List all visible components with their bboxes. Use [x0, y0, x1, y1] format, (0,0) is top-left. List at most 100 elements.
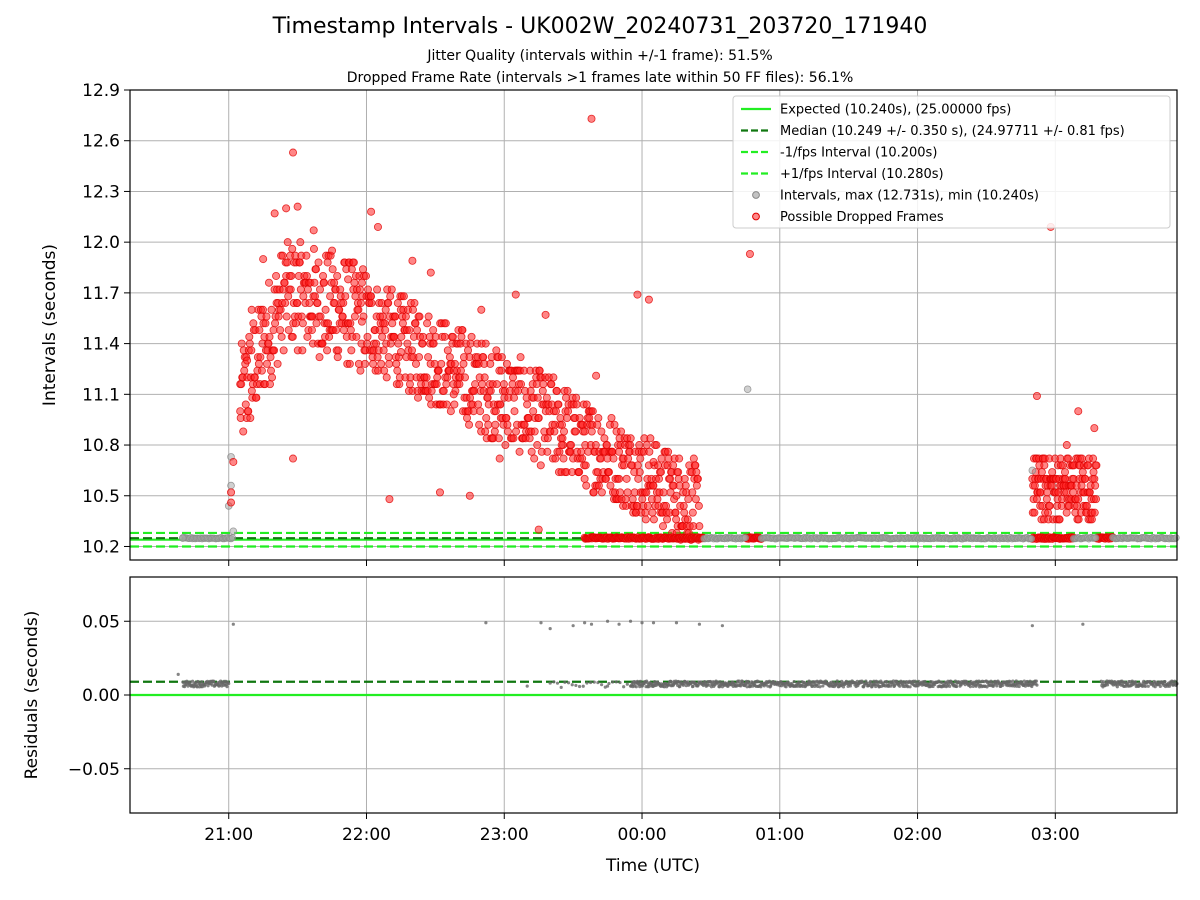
legend-entry-label: Possible Dropped Frames: [780, 210, 944, 225]
dropped-frame-point: [418, 339, 427, 348]
dropped-frame-point: [496, 400, 505, 409]
residual-point: [1035, 683, 1039, 687]
dropped-frame-point: [1090, 474, 1099, 483]
dropped-frame-point: [311, 265, 320, 274]
residual-point: [865, 681, 869, 685]
residual-point: [662, 685, 667, 689]
dropped-frame-point: [401, 312, 410, 321]
dropped-frame-point: [280, 278, 289, 287]
dropped-frame-point: [688, 508, 697, 517]
dropped-frame-point: [455, 380, 464, 389]
dropped-frame-point: [352, 332, 361, 341]
dropped-frame-point: [293, 202, 302, 211]
dropped-frame-point: [633, 290, 642, 299]
dropped-frame-point: [333, 353, 342, 362]
dropped-frame-point: [1084, 461, 1093, 470]
dropped-frame-point: [1077, 454, 1086, 463]
dropped-frame-point: [422, 373, 431, 382]
dropped-frame-point: [431, 332, 440, 341]
dropped-frame-point: [274, 312, 283, 321]
dropped-frame-point: [692, 468, 701, 477]
residual-point: [555, 681, 560, 685]
dropped-frame-point: [543, 434, 552, 443]
dropped-frame-point: [644, 295, 653, 304]
dropped-frame-point: [671, 508, 680, 517]
dropped-frame-point: [361, 271, 370, 280]
dropped-frame-point: [1032, 495, 1041, 504]
dropped-frame-point: [296, 238, 305, 247]
residual-point: [1146, 684, 1150, 688]
residual-point: [953, 679, 958, 683]
dropped-frame-point: [429, 326, 438, 335]
dropped-frame-point: [262, 359, 271, 368]
dropped-frame-point: [634, 474, 643, 483]
dropped-frame-point: [302, 251, 311, 260]
dropped-frame-point: [273, 359, 282, 368]
dropped-frame-point: [1047, 481, 1056, 490]
dropped-frame-point: [512, 427, 521, 436]
dropped-frame-point: [442, 380, 451, 389]
dropped-frame-point: [559, 454, 568, 463]
dropped-frame-point: [381, 326, 390, 335]
dropped-frame-point: [624, 454, 633, 463]
dropped-frame-point: [319, 271, 328, 280]
dropped-frame-point: [410, 299, 419, 308]
dropped-frame-point: [615, 447, 624, 456]
dropped-frame-point: [689, 454, 698, 463]
dropped-frame-point: [556, 413, 565, 422]
dropped-frame-point: [1036, 488, 1045, 497]
dropped-frame-point: [466, 339, 475, 348]
dropped-frame-point: [270, 346, 279, 355]
bottom-x-tick-label: 22:00: [342, 825, 391, 845]
dropped-frame-point: [1056, 454, 1065, 463]
residual-point: [605, 619, 610, 623]
dropped-frame-point: [335, 305, 344, 314]
dropped-frame-point: [445, 353, 454, 362]
dropped-frame-point: [282, 312, 291, 321]
interval-point: [1027, 535, 1036, 543]
dropped-frame-point: [503, 420, 512, 429]
residual-point: [948, 684, 952, 688]
dropped-frame-point: [477, 305, 486, 314]
dropped-frame-point: [656, 468, 665, 477]
top-y-tick-label: 12.3: [82, 182, 120, 202]
dropped-frame-point: [443, 346, 452, 355]
dropped-frame-point: [597, 427, 606, 436]
dropped-frame-point: [328, 265, 337, 274]
dropped-frame-point: [297, 312, 306, 321]
dropped-frame-point: [464, 346, 473, 355]
dropped-frame-point: [645, 447, 654, 456]
residual-point: [674, 621, 679, 625]
residual-point: [767, 679, 772, 683]
dropped-frame-point: [302, 271, 311, 280]
dropped-frame-point: [594, 413, 603, 422]
dropped-frame-point: [1043, 488, 1052, 497]
dropped-frame-point: [520, 420, 529, 429]
dropped-frame-point: [1045, 501, 1054, 510]
dropped-frame-point: [581, 461, 590, 470]
dropped-frame-point: [1074, 407, 1083, 416]
dropped-frame-point: [662, 501, 671, 510]
dropped-frame-point: [450, 359, 459, 368]
dropped-frame-point: [385, 495, 394, 504]
dropped-frame-point: [596, 454, 605, 463]
dropped-frame-point: [384, 353, 393, 362]
dropped-frame-point: [593, 420, 602, 429]
dropped-frame-point: [279, 346, 288, 355]
dropped-frame-point: [254, 359, 263, 368]
dropped-frame-point: [413, 326, 422, 335]
residual-point: [1081, 622, 1085, 626]
bottom-x-tick-label: 23:00: [480, 825, 529, 845]
dropped-frame-point: [486, 386, 495, 395]
dropped-frame-point: [479, 353, 488, 362]
dropped-frame-point: [559, 427, 568, 436]
residual-point: [835, 679, 839, 683]
dropped-frame-point: [615, 474, 624, 483]
dropped-frame-point: [609, 454, 618, 463]
legend-entry-label: Median (10.249 +/- 0.350 s), (24.97711 +…: [780, 124, 1125, 139]
dropped-frame-point: [563, 413, 572, 422]
top-y-tick-label: 10.8: [82, 436, 120, 456]
dropped-frame-point: [1092, 461, 1101, 470]
dropped-frame-point: [617, 427, 626, 436]
dropped-frame-point: [357, 278, 366, 287]
